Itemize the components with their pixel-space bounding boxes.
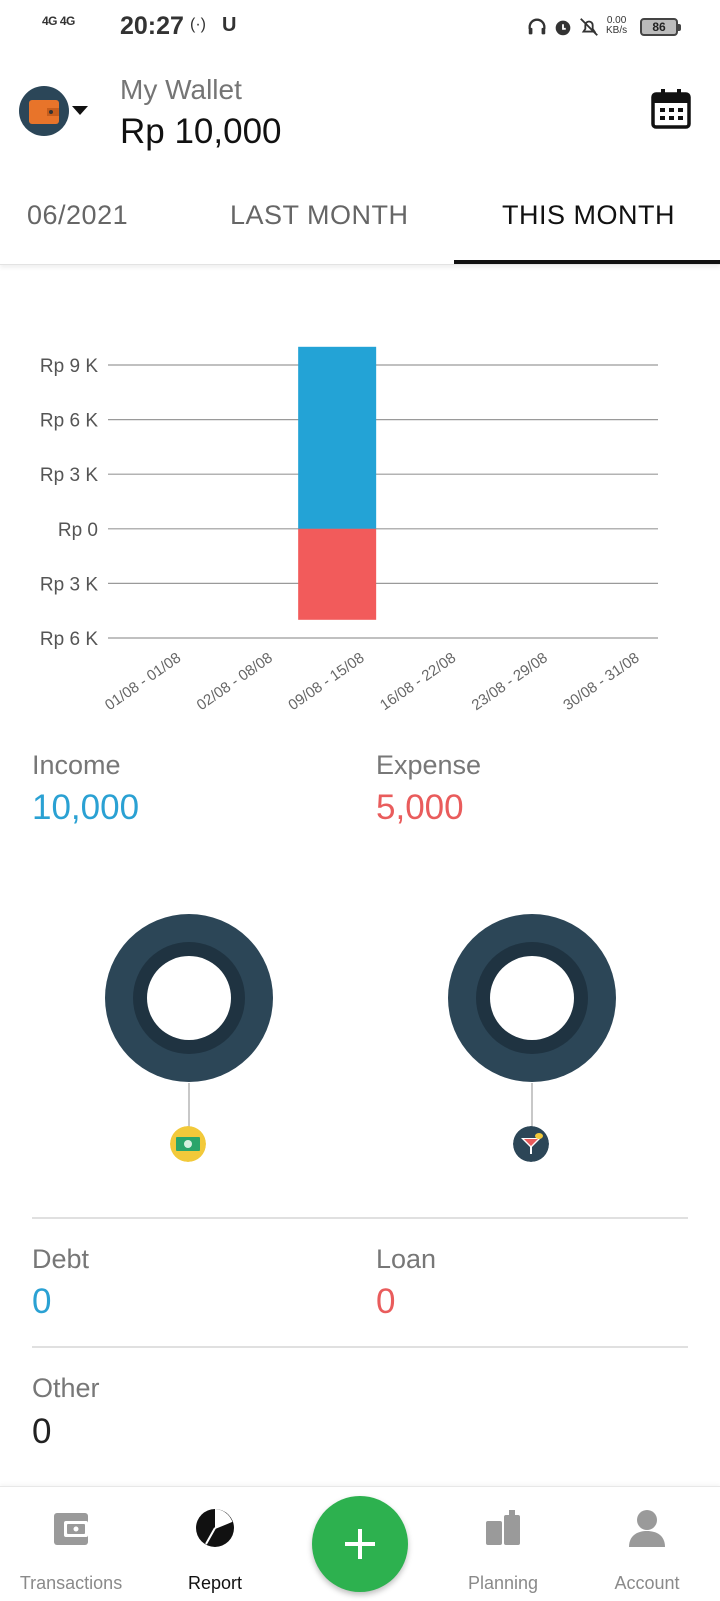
chevron-down-icon[interactable]	[72, 106, 88, 115]
nav-planning[interactable]: Planning	[438, 1487, 568, 1601]
nav-report[interactable]: Report	[150, 1487, 280, 1601]
divider	[32, 1217, 688, 1219]
money-icon[interactable]	[170, 1126, 206, 1162]
income-label: Income	[32, 750, 121, 780]
income-donut-chart[interactable]	[104, 913, 274, 1083]
x-tick-label: 09/08 - 15/08	[285, 649, 367, 714]
nav-transactions-label: Transactions	[19, 1573, 123, 1593]
period-tabs: 06/2021 LAST MONTH THIS MONTH	[0, 182, 720, 265]
alarm-icon	[555, 20, 571, 36]
y-tick-label: Rp 6 K	[40, 411, 98, 432]
income-donut-pointer	[188, 1083, 190, 1127]
nav-account-label: Account	[614, 1573, 680, 1593]
expense-donut-pointer	[531, 1083, 533, 1127]
y-tick-label: Rp 9 K	[40, 356, 98, 377]
y-tick-label: Rp 3 K	[40, 465, 98, 486]
status-bar: 4G 4G 20:27 (·) U 0.00 KB/s 86	[0, 0, 720, 56]
wallet-balance: Rp 10,000	[120, 112, 282, 151]
add-transaction-button[interactable]	[312, 1496, 408, 1592]
income-value: 10,000	[32, 788, 140, 827]
wallet-name: My Wallet	[120, 74, 242, 105]
wallet-header: My Wallet Rp 10,000	[0, 70, 720, 160]
nav-transactions[interactable]: Transactions	[6, 1487, 136, 1601]
active-tab-indicator	[454, 260, 720, 264]
planning-icon	[486, 1510, 520, 1545]
headphones-icon	[528, 18, 546, 35]
tab-06-2021[interactable]: 06/2021	[27, 200, 129, 230]
y-tick-label: Rp 6 K	[40, 629, 98, 650]
u-indicator: U	[222, 14, 237, 36]
expense-bar[interactable]	[298, 528, 377, 620]
tab-last-month[interactable]: LAST MONTH	[230, 200, 409, 230]
expense-label: Expense	[376, 750, 482, 780]
battery-indicator: 86	[640, 18, 681, 36]
debt-label: Debt	[32, 1244, 90, 1274]
network-speed: 0.00 KB/s	[606, 15, 628, 36]
status-time: 20:27	[120, 12, 184, 40]
plus-icon	[345, 1529, 375, 1559]
hotspot-icon: (·)	[190, 16, 206, 33]
weekly-bar-chart: Rp 9 K Rp 6 K Rp 3 K Rp 0 Rp 3 K Rp 6 K 01/08 …	[0, 300, 720, 740]
wallet-icon	[29, 100, 59, 124]
other-value: 0	[32, 1412, 52, 1451]
other-label: Other	[32, 1373, 100, 1403]
nav-report-label: Report	[187, 1573, 243, 1593]
debt-value: 0	[32, 1282, 52, 1321]
mute-bell-icon	[580, 18, 598, 36]
divider	[32, 1346, 688, 1348]
nav-account[interactable]: Account	[582, 1487, 712, 1601]
loan-label: Loan	[376, 1244, 437, 1274]
calendar-icon[interactable]	[650, 88, 692, 130]
income-bar[interactable]	[298, 346, 377, 529]
loan-value: 0	[376, 1282, 396, 1321]
pie-chart-icon	[196, 1509, 234, 1547]
tab-this-month[interactable]: THIS MONTH	[502, 200, 675, 230]
wallet-selector[interactable]	[19, 86, 69, 136]
cocktail-icon[interactable]	[513, 1126, 549, 1162]
x-tick-label: 16/08 - 22/08	[377, 649, 459, 714]
x-tick-label: 02/08 - 08/08	[194, 649, 276, 714]
x-tick-label: 30/08 - 31/08	[560, 649, 642, 714]
expense-donut-chart[interactable]	[447, 913, 617, 1083]
expense-value: 5,000	[376, 788, 464, 827]
x-tick-label: 01/08 - 01/08	[102, 649, 184, 714]
network-indicator: 4G 4G	[42, 14, 75, 28]
y-tick-label: Rp 0	[58, 520, 98, 541]
nav-planning-label: Planning	[467, 1573, 539, 1593]
x-tick-label: 23/08 - 29/08	[469, 649, 551, 714]
status-icons: 0.00 KB/s 86	[526, 16, 686, 42]
y-tick-label: Rp 3 K	[40, 574, 98, 595]
chart-svg: Rp 9 KRp 6 KRp 3 KRp 0Rp 3 KRp 6 K01/08 …	[40, 346, 658, 714]
wallet-icon	[54, 1513, 88, 1545]
person-icon	[629, 1510, 665, 1547]
